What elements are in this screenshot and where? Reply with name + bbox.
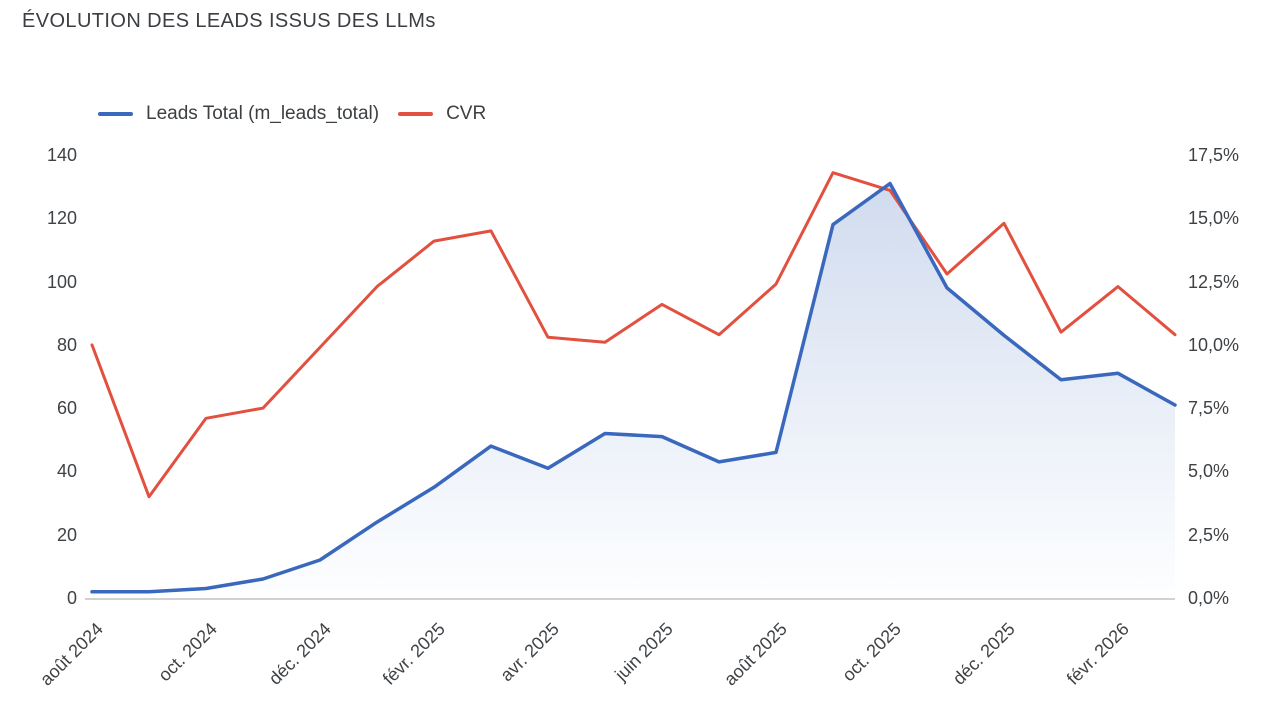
y-right-tick-label: 12,5% xyxy=(1188,271,1240,292)
legend-item-cvr[interactable]: CVR xyxy=(398,103,486,125)
cvr-line-series[interactable] xyxy=(90,171,1177,499)
y-left-tick-label: 40 xyxy=(56,461,77,482)
y-left-tick-label: 80 xyxy=(56,334,77,355)
legend-label-cvr: CVR xyxy=(446,103,487,124)
leads-total-line-swatch-icon xyxy=(98,112,133,116)
y-left-tick-label: 140 xyxy=(46,145,77,165)
cvr-line-swatch-icon xyxy=(398,112,434,116)
y-left-tick-label: 0 xyxy=(66,588,77,608)
y-right-tick-label: 15,0% xyxy=(1188,208,1240,229)
y-left-tick-label: 120 xyxy=(46,208,77,229)
y-right-tick-label: 10,0% xyxy=(1188,334,1240,355)
y-right-tick-label: 17,5% xyxy=(1188,145,1240,165)
chart-title: ÉVOLUTION DES LEADS ISSUS DES LLMs xyxy=(22,10,436,32)
y-right-tick-label: 2,5% xyxy=(1188,524,1230,545)
legend-label-leads-total: Leads Total (m_leads_total) xyxy=(146,103,380,124)
y-right-tick-label: 5,0% xyxy=(1188,461,1230,482)
chart-legend: Leads Total (m_leads_total) CVR xyxy=(98,103,486,125)
leads-total-area-fill xyxy=(92,183,1175,598)
y-left-tick-label: 60 xyxy=(56,398,77,419)
y-right-tick-label: 0,0% xyxy=(1188,588,1230,608)
leads-total-line-series[interactable] xyxy=(90,181,1177,594)
legend-item-leads-total[interactable]: Leads Total (m_leads_total) xyxy=(98,103,379,125)
y-left-tick-label: 20 xyxy=(56,524,77,545)
y-right-tick-label: 7,5% xyxy=(1188,398,1230,419)
y-left-tick-label: 100 xyxy=(46,271,77,292)
